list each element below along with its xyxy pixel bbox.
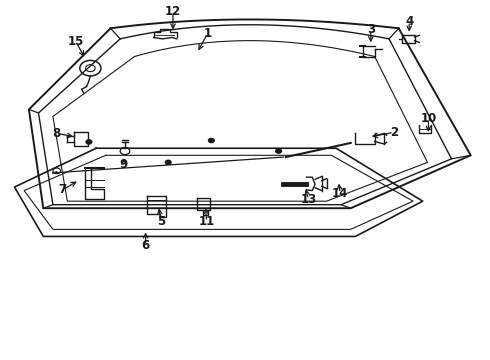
Text: 10: 10 (420, 112, 437, 125)
Text: 4: 4 (405, 15, 414, 28)
Text: 2: 2 (390, 126, 398, 139)
Text: 15: 15 (68, 35, 84, 48)
Text: 1: 1 (203, 27, 212, 40)
Text: 3: 3 (367, 23, 375, 36)
Text: 11: 11 (198, 215, 215, 228)
Text: 8: 8 (52, 127, 61, 140)
Text: 5: 5 (157, 215, 165, 228)
Circle shape (276, 149, 281, 153)
Circle shape (209, 138, 214, 143)
Text: 9: 9 (120, 158, 128, 171)
Text: 13: 13 (300, 193, 317, 206)
Circle shape (86, 140, 92, 144)
Text: 12: 12 (165, 5, 181, 18)
Text: 6: 6 (142, 239, 150, 252)
Text: 7: 7 (58, 183, 67, 196)
Circle shape (165, 160, 171, 165)
Text: 14: 14 (332, 187, 348, 200)
